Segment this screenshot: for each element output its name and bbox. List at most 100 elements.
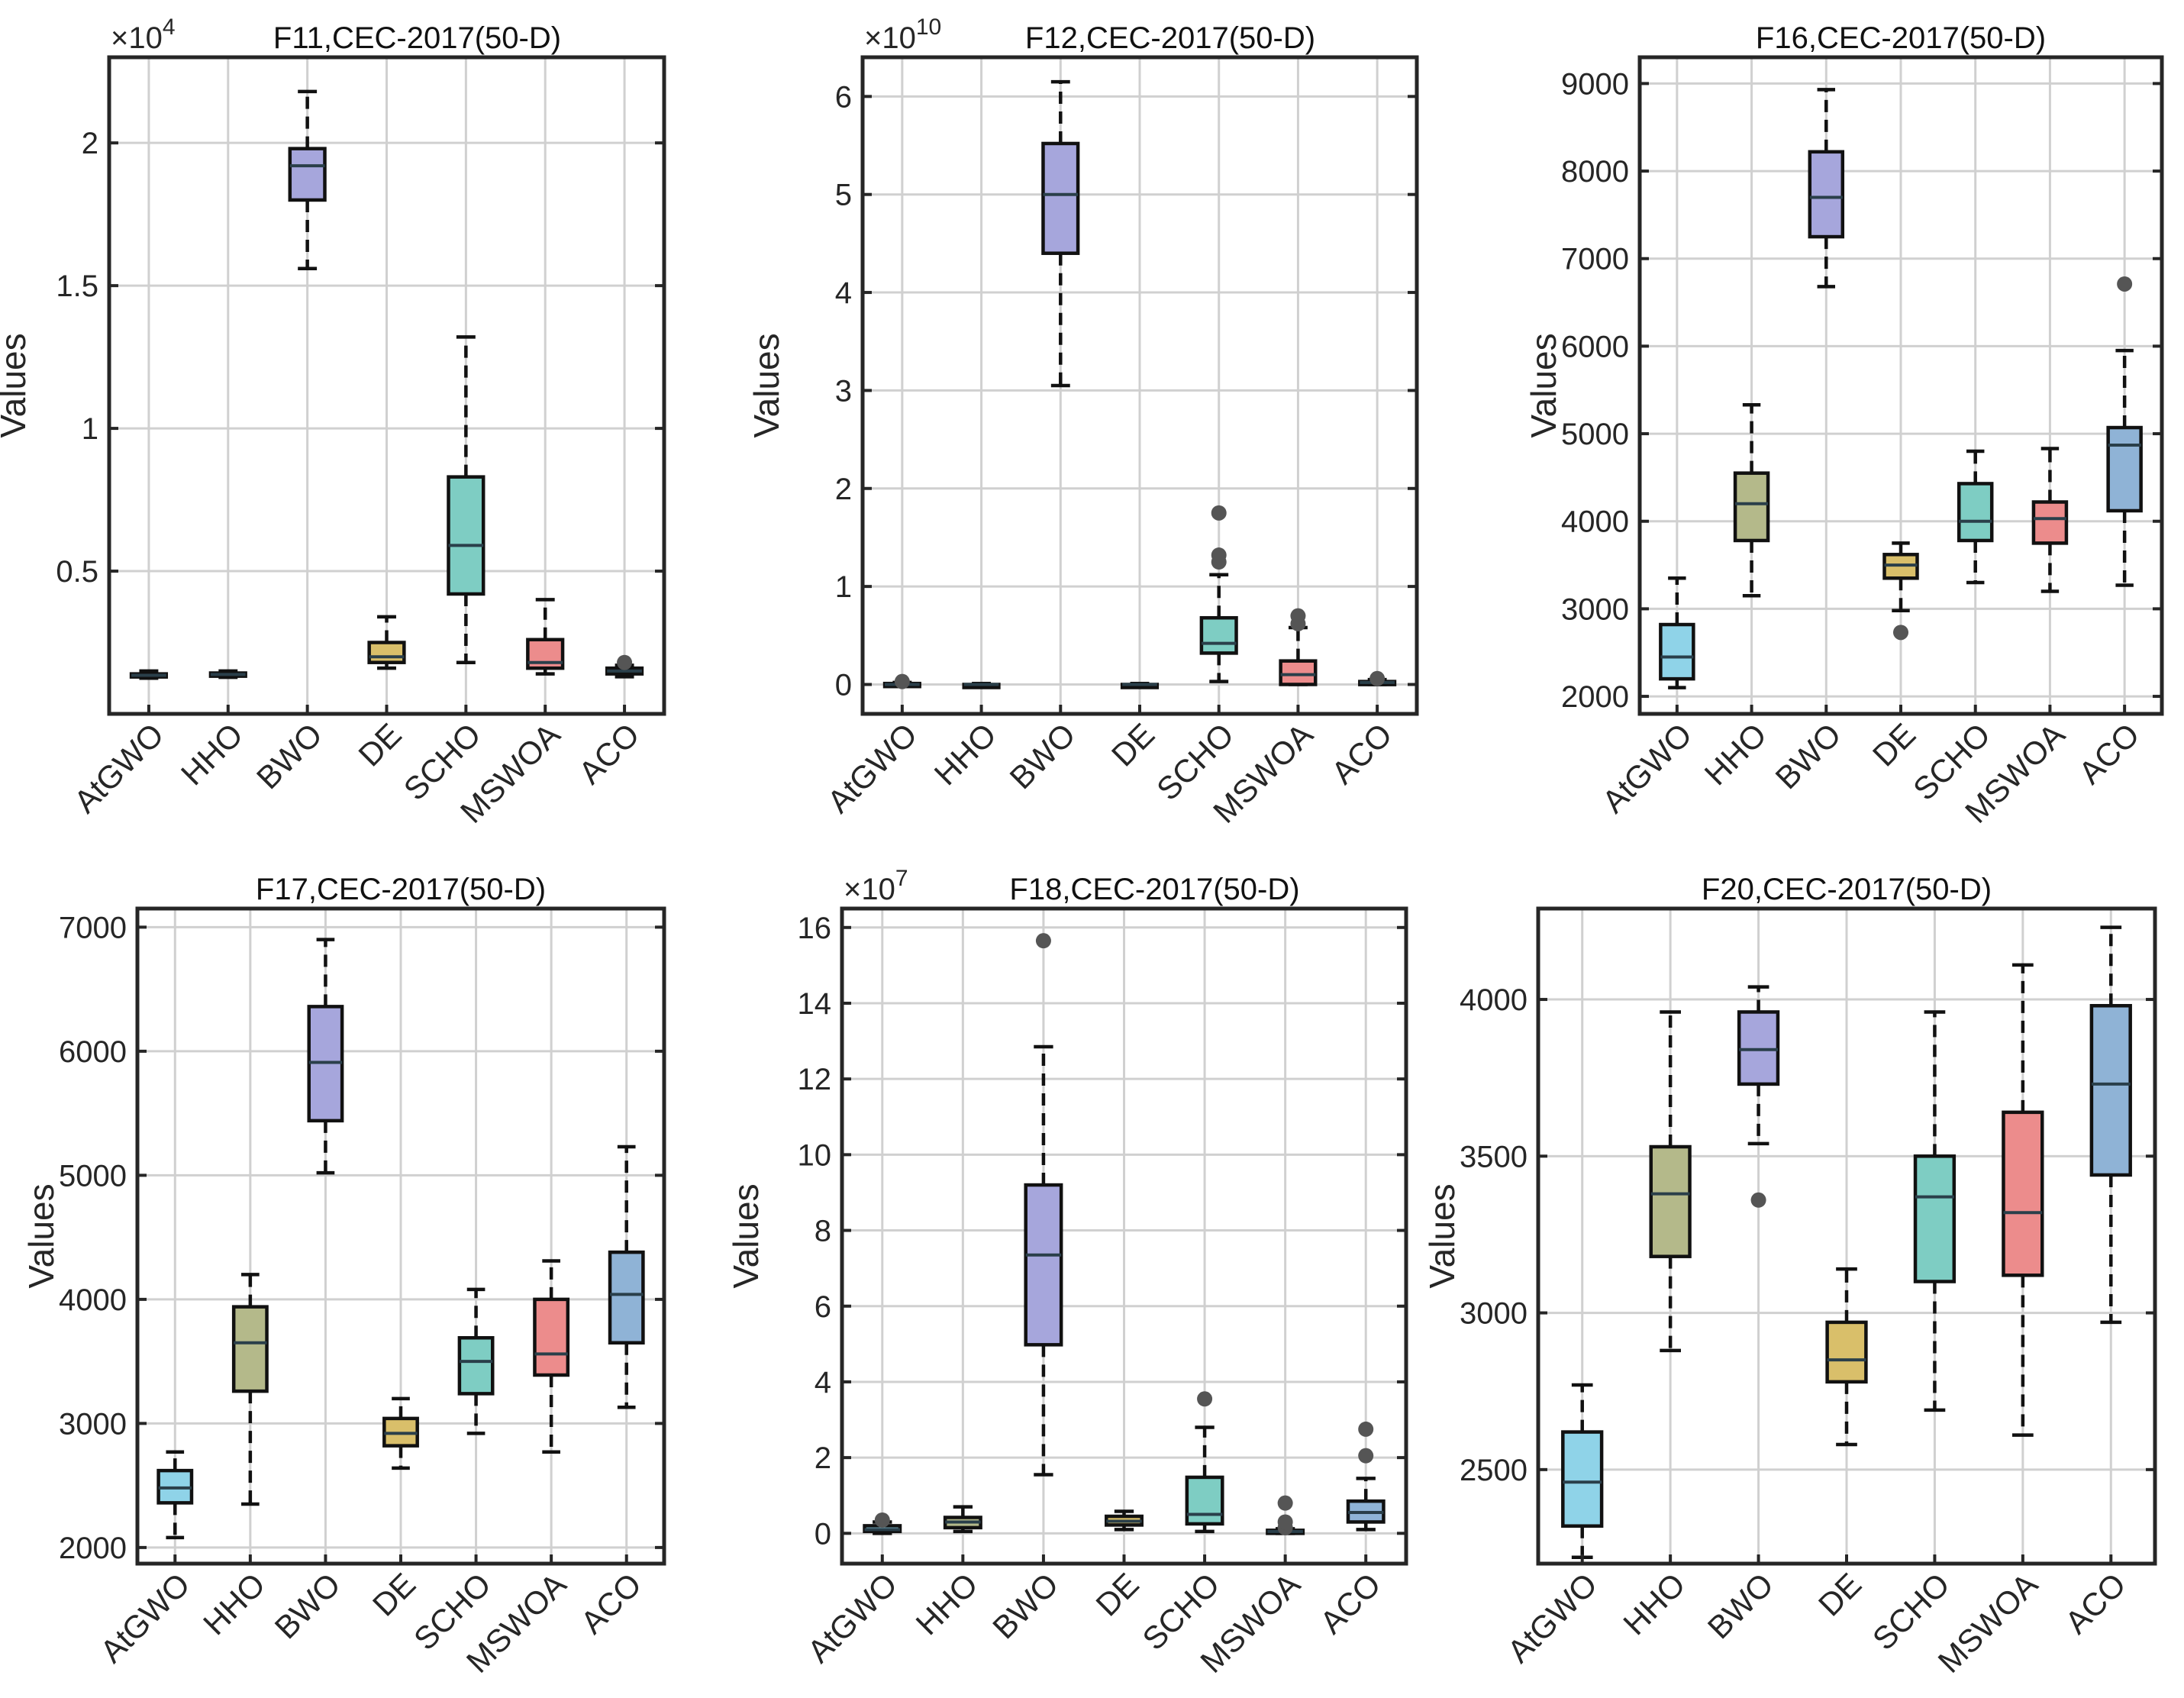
box-mswoa xyxy=(526,598,565,676)
outlier-point xyxy=(1358,1421,1374,1437)
box-hho xyxy=(1649,1010,1692,1353)
outlier-point xyxy=(1197,1391,1213,1407)
box-iqr xyxy=(288,147,327,202)
x-tick-label: BWO xyxy=(1768,716,1847,796)
box-iqr xyxy=(457,1336,495,1396)
y-axis-label: Values xyxy=(1422,1183,1462,1288)
exponent-label: ×107 xyxy=(844,866,908,906)
box-bwo xyxy=(307,938,344,1175)
x-tick-label: DE xyxy=(1105,716,1162,773)
x-tick-label: ACO xyxy=(573,1566,648,1641)
box-hho xyxy=(1733,402,1770,598)
exponent-power: 10 xyxy=(916,15,941,40)
x-tick-label: BWO xyxy=(986,1566,1065,1645)
x-tick-label: AtGWO xyxy=(1595,716,1699,820)
y-axis-label: Values xyxy=(747,333,786,437)
box-hho xyxy=(962,681,1001,689)
y-tick-label: 4000 xyxy=(1561,505,1629,539)
box-iqr xyxy=(1957,482,1994,543)
y-tick-label: 4000 xyxy=(1460,983,1528,1017)
chart-title: F18,CEC-2017(50-D) xyxy=(1009,873,1299,906)
x-tick-label: DE xyxy=(1089,1566,1146,1623)
box-iqr xyxy=(533,1297,570,1377)
x-tick-label: HHO xyxy=(1698,716,1773,792)
box-scho xyxy=(1957,449,1994,585)
outlier-point xyxy=(1893,625,1908,641)
chart-title: F12,CEC-2017(50-D) xyxy=(1025,21,1315,55)
y-tick-label: 3000 xyxy=(1561,592,1629,626)
x-tick-label: BWO xyxy=(1002,716,1082,796)
x-tick-label: DE xyxy=(351,716,408,773)
box-scho xyxy=(447,335,486,664)
y-tick-label: 3 xyxy=(835,374,852,408)
box-atgwo xyxy=(1561,1383,1604,1560)
box-iqr xyxy=(1024,1183,1063,1347)
outlier-point xyxy=(617,654,633,670)
box-mswoa xyxy=(1266,1495,1305,1535)
outlier-point xyxy=(1290,608,1306,624)
box-aco xyxy=(2089,925,2132,1325)
box-de xyxy=(367,615,406,670)
box-iqr xyxy=(1808,150,1845,239)
box-atgwo xyxy=(156,1450,194,1540)
box-iqr xyxy=(1649,1144,1692,1258)
exponent-label: ×104 xyxy=(111,15,176,55)
box-de xyxy=(1882,541,1919,641)
y-tick-label: 3000 xyxy=(59,1407,127,1441)
box-bwo xyxy=(1024,933,1063,1477)
x-tick-label: AtGWO xyxy=(93,1566,197,1670)
x-tick-label: BWO xyxy=(250,716,329,796)
box-hho xyxy=(231,1273,269,1506)
y-tick-label: 12 xyxy=(798,1063,832,1096)
y-tick-label: 2 xyxy=(815,1441,831,1475)
y-tick-label: 2000 xyxy=(59,1532,127,1565)
y-tick-label: 0.5 xyxy=(56,555,98,589)
box-iqr xyxy=(1041,141,1080,255)
box-de xyxy=(1825,1267,1868,1447)
x-tick-label: BWO xyxy=(1701,1566,1780,1645)
box-iqr xyxy=(1185,1475,1224,1526)
y-tick-label: 1 xyxy=(82,412,98,446)
y-axis-label: Values xyxy=(726,1183,766,1288)
y-tick-label: 5000 xyxy=(1561,418,1629,451)
x-tick-label: AtGWO xyxy=(821,716,924,820)
box-iqr xyxy=(1279,659,1318,686)
box-atgwo xyxy=(863,1512,902,1535)
y-tick-label: 4000 xyxy=(59,1283,127,1317)
outlier-point xyxy=(1277,1514,1293,1530)
chart-panel-3: 2000 3000 4000 5000 6000 7000 8000 9000 AtGWOHHO… xyxy=(1524,21,2164,830)
box-iqr xyxy=(2002,1110,2044,1277)
box-bwo xyxy=(1041,79,1080,388)
y-tick-label: 2500 xyxy=(1460,1454,1528,1487)
x-tick-label: HHO xyxy=(196,1566,272,1642)
box-mswoa xyxy=(533,1259,570,1454)
x-tick-label: HHO xyxy=(174,716,250,792)
y-tick-label: 4 xyxy=(815,1366,831,1399)
box-atgwo xyxy=(1659,576,1695,689)
y-tick-label: 2 xyxy=(835,473,852,506)
box-aco xyxy=(1346,1421,1386,1532)
box-hho xyxy=(943,1505,982,1534)
x-tick-label: HHO xyxy=(908,1566,984,1642)
box-scho xyxy=(457,1287,495,1435)
box-aco xyxy=(608,1144,645,1409)
y-tick-label: 5000 xyxy=(59,1159,127,1193)
box-aco xyxy=(2106,276,2143,587)
y-tick-label: 8000 xyxy=(1561,155,1629,189)
x-tick-label: ACO xyxy=(2058,1566,2133,1641)
y-tick-label: 2 xyxy=(82,127,98,160)
box-mswoa xyxy=(1279,608,1318,686)
x-tick-label: AtGWO xyxy=(801,1566,905,1670)
outlier-point xyxy=(2117,276,2133,292)
x-tick-label: DE xyxy=(366,1566,423,1623)
box-hho xyxy=(208,669,247,680)
box-bwo xyxy=(1808,88,1845,289)
x-tick-label: ACO xyxy=(2072,716,2147,791)
box-iqr xyxy=(367,641,406,664)
box-iqr xyxy=(1913,1154,1957,1283)
